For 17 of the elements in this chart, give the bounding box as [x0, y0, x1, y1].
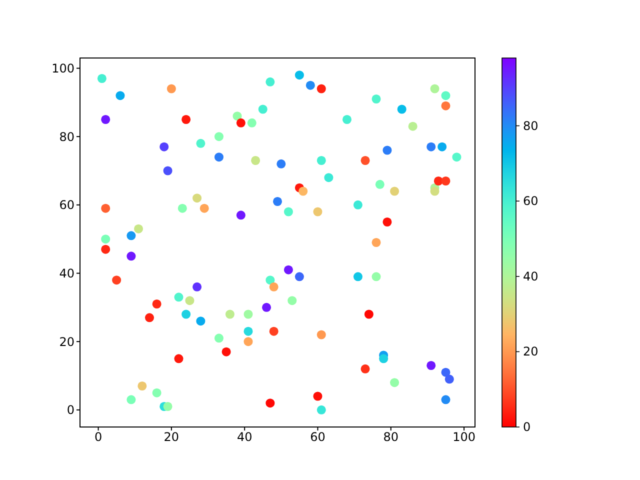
y-tick-label: 60: [59, 198, 74, 212]
y-tick-label: 100: [52, 62, 74, 76]
y-tick-label: 40: [59, 266, 74, 281]
y-tick-label: 80: [59, 130, 74, 144]
x-tick-label: 100: [452, 430, 476, 444]
y-tick-label: 0: [66, 403, 74, 418]
color-bar-label: 60: [523, 194, 538, 208]
x-tick-label: 20: [164, 430, 180, 444]
color-bar-label: 20: [523, 344, 538, 359]
y-tick-label: 20: [59, 334, 74, 349]
x-tick-label: 40: [236, 430, 252, 444]
color-bar-label: 0: [523, 420, 531, 434]
color-bar-label: 80: [523, 118, 538, 133]
x-tick-label: 0: [94, 430, 102, 444]
x-tick-label: 80: [383, 430, 399, 444]
x-tick-label: 60: [310, 430, 326, 444]
color-bar-label: 40: [523, 269, 538, 284]
